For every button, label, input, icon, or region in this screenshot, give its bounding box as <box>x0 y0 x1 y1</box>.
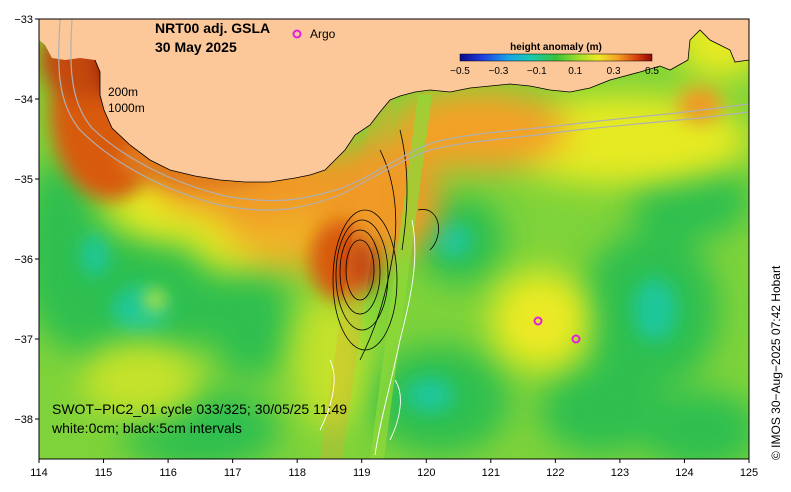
argo-floats <box>533 316 581 344</box>
contours-white <box>319 219 416 456</box>
imos-credit: © IMOS 30−Aug−2025 07:42 Hobart <box>769 265 783 460</box>
x-tick-label: 121 <box>482 467 500 479</box>
colorbar-tick-label: 0.1 <box>568 66 582 77</box>
y-tick-label: −35 <box>14 174 33 186</box>
x-tick-label: 115 <box>95 467 113 479</box>
argo-legend-marker <box>292 29 302 39</box>
x-tick-label: 119 <box>353 467 371 479</box>
colorbar-tick-label: −0.5 <box>450 66 470 77</box>
anomaly-low-cores <box>81 222 677 413</box>
y-axis: −33 −34 −35 −36 −37 −38 <box>14 14 39 426</box>
contours-black <box>332 129 439 361</box>
swot-swath-1 <box>370 95 432 459</box>
swot-pass-info: SWOT−PIC2_01 cycle 033/325; 30/05/25 11:… <box>52 401 347 417</box>
depth-label-1000m: 1000m <box>108 101 145 115</box>
anomaly-field <box>39 160 749 459</box>
argo-legend-label: Argo <box>310 27 336 41</box>
colorbar-tick-label: 0.3 <box>607 66 621 77</box>
argo-float-marker <box>533 316 543 326</box>
x-tick-label: 125 <box>740 467 758 479</box>
y-tick-label: −37 <box>14 334 33 346</box>
x-tick-label: 123 <box>611 467 629 479</box>
y-tick-label: −34 <box>14 94 33 106</box>
bathymetry-contours <box>58 19 749 211</box>
y-tick-label: −38 <box>14 414 33 426</box>
contour-legend: white:0cm; black:5cm intervals <box>51 420 242 436</box>
x-tick-label: 122 <box>546 467 564 479</box>
x-tick-label: 114 <box>30 467 48 479</box>
argo-float-marker <box>571 334 581 344</box>
plot-area <box>39 19 749 459</box>
map-title-line1: NRT00 adj. GSLA <box>155 20 270 36</box>
x-tick-label: 124 <box>675 467 693 479</box>
colorbar-tick-label: −0.3 <box>489 66 509 77</box>
colorbar-tick-label: −0.1 <box>527 66 547 77</box>
y-tick-label: −36 <box>14 254 33 266</box>
colorbar: height anomaly (m) −0.5 −0.3 −0.1 0.1 0.3 0.5 <box>450 42 659 77</box>
x-tick-label: 117 <box>224 467 242 479</box>
x-tick-label: 116 <box>159 467 177 479</box>
plot-frame <box>38 18 750 460</box>
depth-label-200m: 200m <box>108 85 138 99</box>
swot-swath-2 <box>320 100 394 459</box>
x-tick-label: 120 <box>417 467 435 479</box>
x-axis: 114 115 116 117 118 119 120 121 122 123 124 125 <box>30 459 758 479</box>
colorbar-label: height anomaly (m) <box>510 42 602 53</box>
y-tick-label: −33 <box>14 14 33 26</box>
colorbar-tick-label: 0.5 <box>645 66 659 77</box>
colorbar-gradient <box>459 53 653 62</box>
x-tick-label: 118 <box>288 467 306 479</box>
coastline <box>94 29 749 183</box>
map-title-line2: 30 May 2025 <box>155 39 237 55</box>
